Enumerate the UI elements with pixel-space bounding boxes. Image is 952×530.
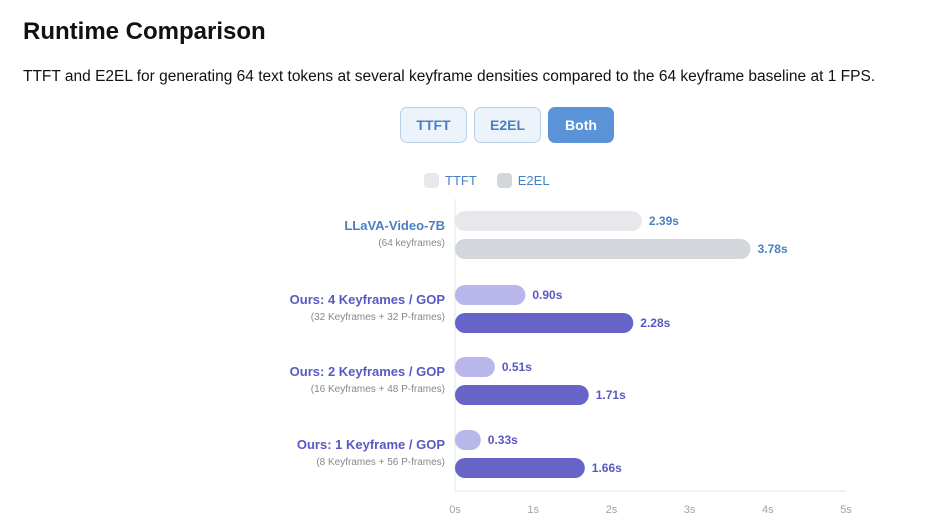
x-tick-label: 1s [527, 504, 539, 516]
category-label: LLaVA-Video-7B [344, 218, 445, 233]
legend-swatch-ttft [424, 173, 439, 188]
bar-e2el [455, 458, 585, 478]
both-toggle-button[interactable]: Both [548, 107, 614, 143]
legend-item-e2el[interactable]: E2EL [496, 173, 550, 188]
category-label: Ours: 4 Keyframes / GOP [290, 292, 446, 307]
category-sublabel: (32 Keyframes + 32 P-frames) [311, 312, 445, 323]
category-sublabel: (64 keyframes) [378, 238, 445, 249]
bar-value-label: 2.39s [649, 214, 679, 228]
x-tick-label: 2s [606, 504, 618, 516]
category-label: Ours: 2 Keyframes / GOP [290, 364, 446, 379]
bar-value-label: 0.51s [502, 360, 532, 374]
x-tick-label: 4s [762, 504, 774, 516]
ttft-toggle-button[interactable]: TTFT [400, 107, 467, 143]
page-title: Runtime Comparison [23, 18, 266, 45]
category-label: Ours: 1 Keyframe / GOP [297, 437, 445, 452]
x-tick-label: 5s [840, 504, 852, 516]
chart-legend: TTFT E2EL [424, 173, 570, 188]
bar-e2el [455, 385, 589, 405]
legend-label-e2el: E2EL [517, 173, 550, 188]
bar-value-label: 1.71s [596, 388, 626, 402]
bar-value-label: 0.33s [488, 433, 518, 447]
bar-value-label: 2.28s [640, 316, 670, 330]
bar-ttft [455, 211, 642, 231]
bar-value-label: 0.90s [532, 288, 562, 302]
legend-label-ttft: TTFT [445, 173, 477, 188]
bar-ttft [455, 357, 495, 377]
bar-ttft [455, 285, 526, 305]
bar-e2el [455, 313, 634, 333]
bar-ttft [455, 430, 481, 450]
x-tick-label: 3s [684, 504, 696, 516]
legend-item-ttft[interactable]: TTFT [424, 173, 477, 188]
x-tick-label: 0s [449, 504, 461, 516]
category-sublabel: (16 Keyframes + 48 P-frames) [311, 384, 445, 395]
bar-value-label: 3.78s [758, 242, 788, 256]
category-sublabel: (8 Keyframes + 56 P-frames) [316, 457, 445, 468]
chart-subtitle: TTFT and E2EL for generating 64 text tok… [23, 68, 876, 85]
bar-value-label: 1.66s [592, 461, 622, 475]
bar-e2el [455, 239, 751, 259]
legend-swatch-e2el [496, 173, 512, 188]
e2el-toggle-button[interactable]: E2EL [474, 107, 541, 143]
